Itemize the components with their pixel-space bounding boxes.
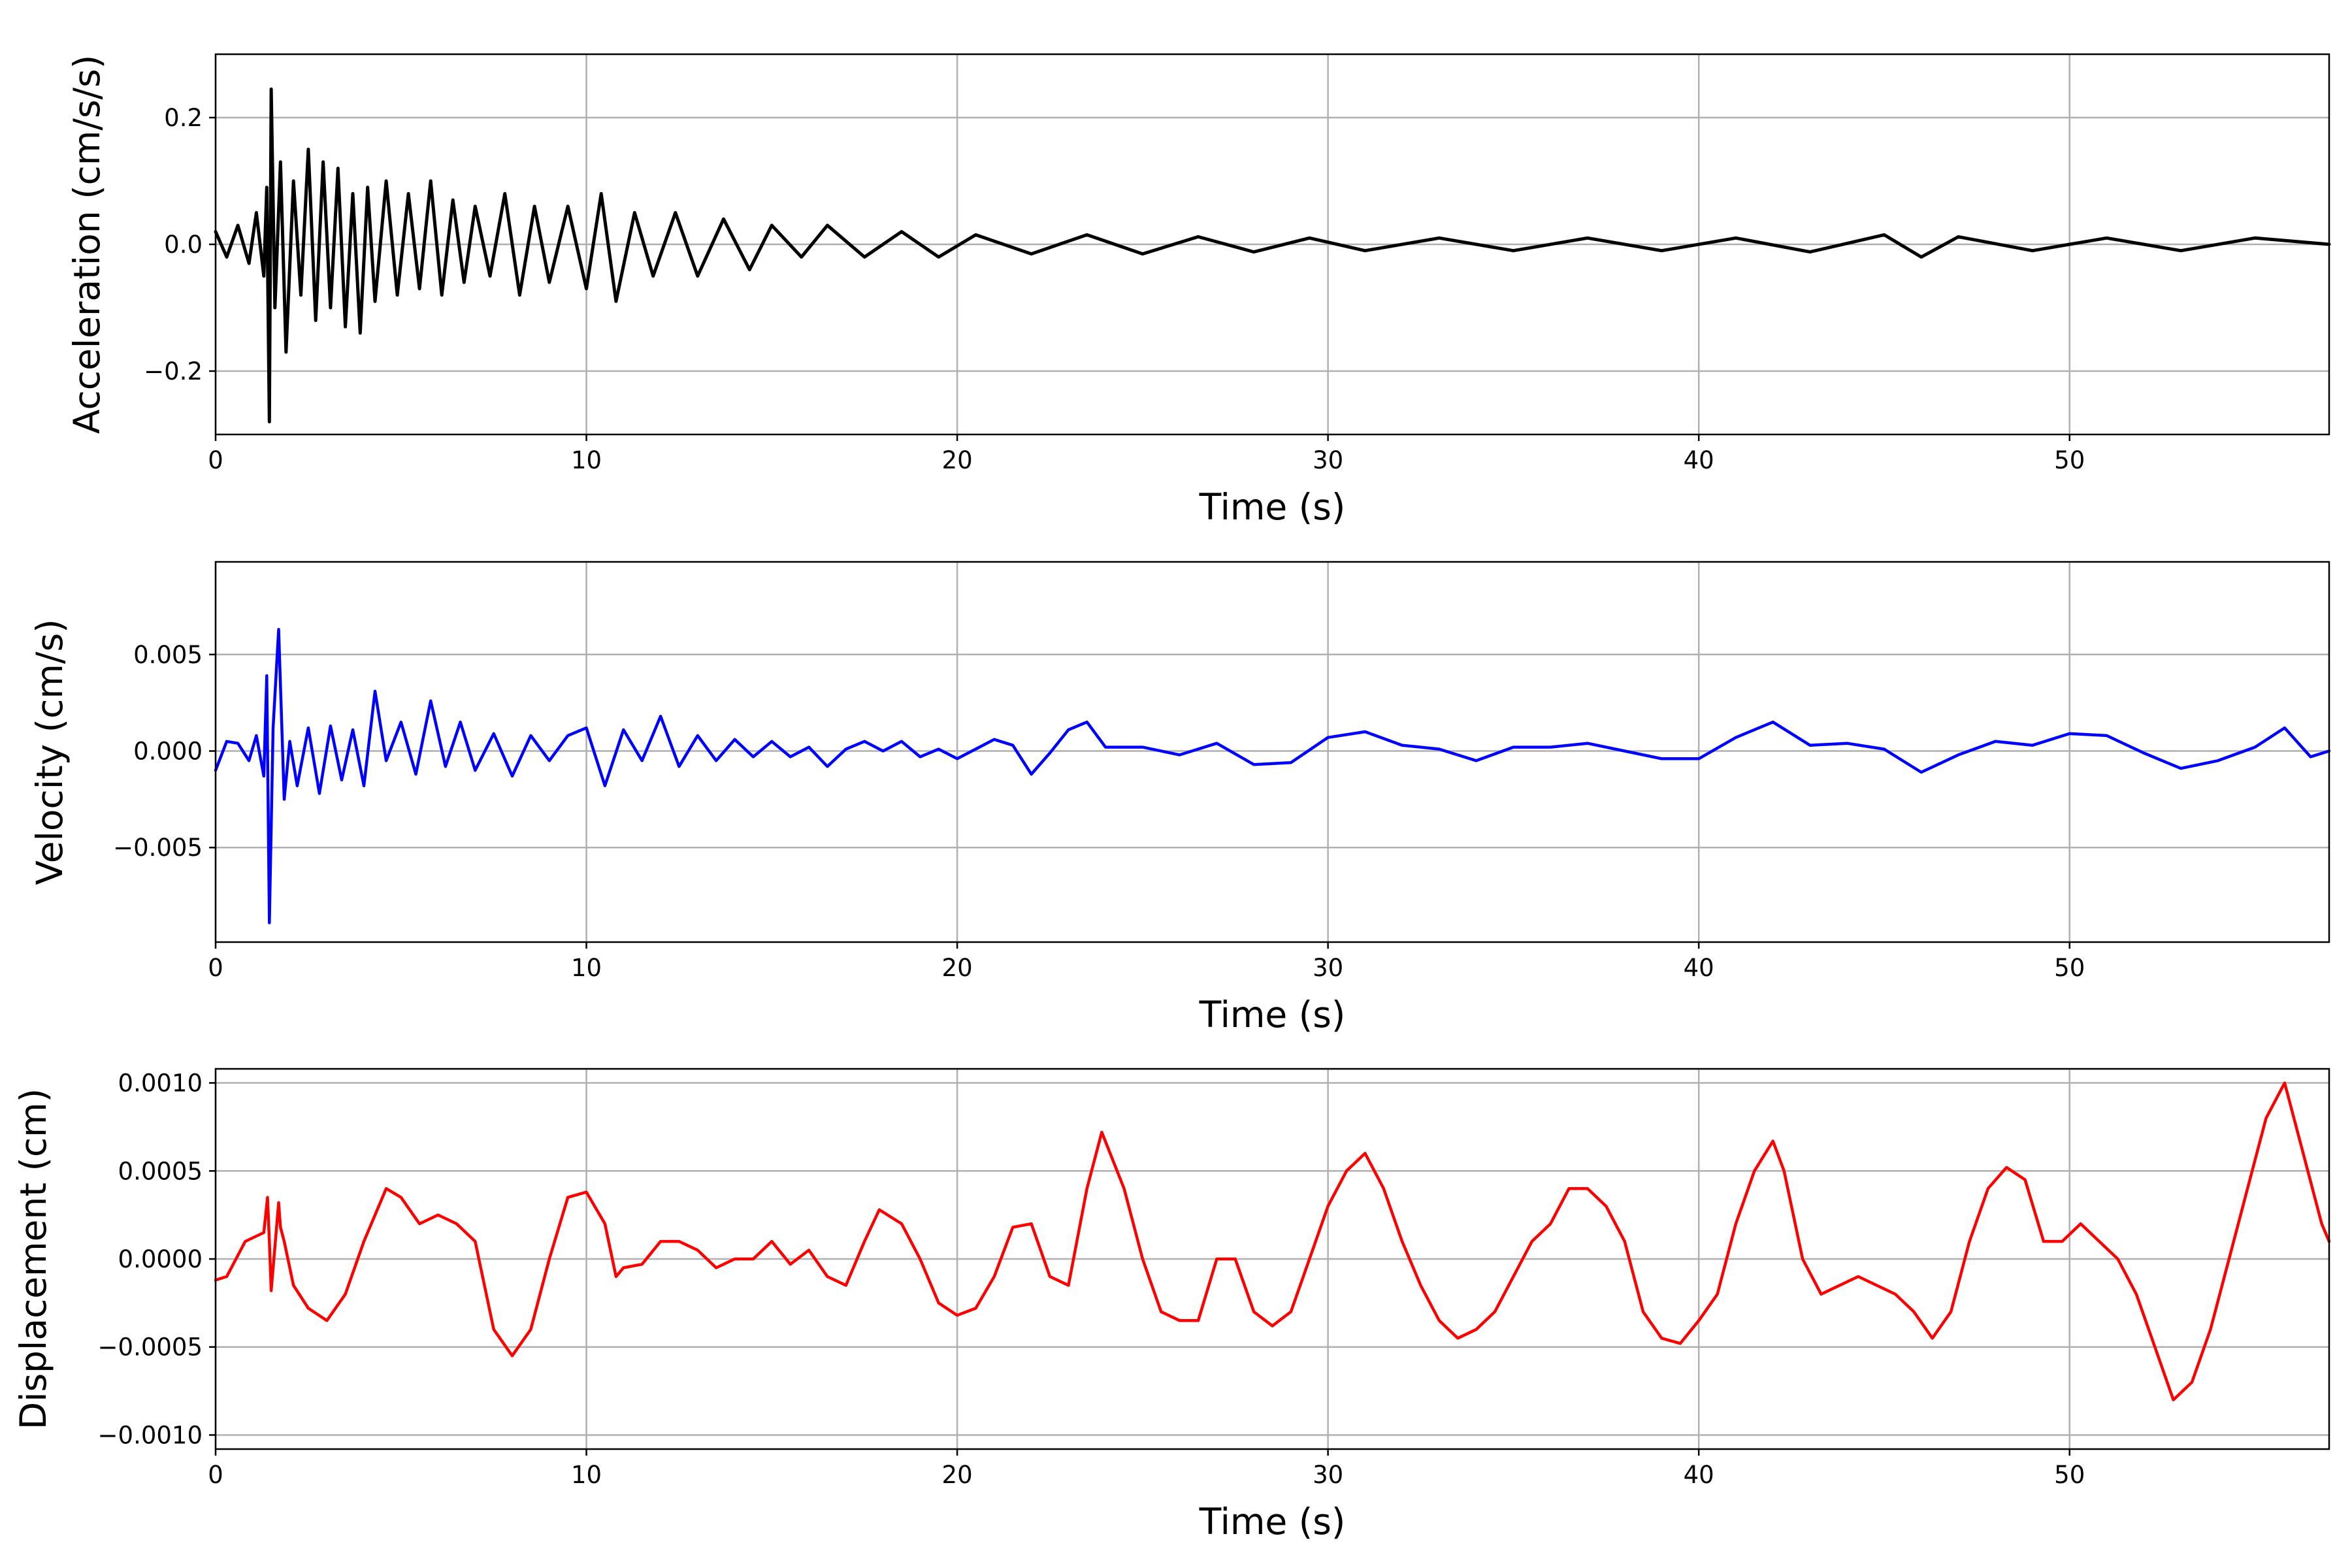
displacement-x-tick-label-4: 40	[1684, 1461, 1714, 1489]
acceleration-x-tick-label-3: 30	[1313, 446, 1343, 474]
acceleration-x-tick-label-2: 20	[942, 446, 973, 474]
displacement-panel: 0 10 20 30 40 50 −0.0010 −0.0005 0.0000 0.0005 0.0…	[12, 1068, 2331, 1543]
velocity-x-axis-label: Time (s)	[1199, 994, 1346, 1036]
acceleration-x-tick-label-5: 50	[2054, 446, 2085, 474]
displacement-y-axis-label: Displacement (cm)	[12, 1088, 54, 1429]
displacement-x-tick-label-3: 30	[1313, 1461, 1343, 1489]
acceleration-x-tick-label-1: 10	[571, 446, 602, 474]
velocity-x-tick-label-5: 50	[2054, 954, 2085, 982]
displacement-x-tick-label-0: 0	[208, 1461, 223, 1489]
velocity-y-tick-label-1: 0.000	[133, 738, 203, 766]
acceleration-x-tick-label-4: 40	[1684, 446, 1714, 474]
acceleration-panel: 0 10 20 30 40 50 −0.2 0.0 0.2 Time (s) Acceleratio…	[66, 53, 2331, 528]
acceleration-y-tick-label-2: 0.2	[164, 104, 203, 132]
displacement-y-tick-label-0: −0.0010	[98, 1421, 203, 1449]
velocity-x-tick-label-4: 40	[1684, 954, 1714, 982]
acceleration-y-tick-label-0: −0.2	[144, 357, 203, 385]
displacement-y-tick-label-1: −0.0005	[98, 1333, 203, 1362]
displacement-x-tick-label-2: 20	[942, 1461, 973, 1489]
displacement-x-tick-label-5: 50	[2054, 1461, 2085, 1489]
velocity-y-tick-label-2: 0.005	[133, 641, 203, 669]
velocity-x-tick-label-2: 20	[942, 954, 973, 982]
acceleration-x-axis-label: Time (s)	[1199, 486, 1346, 528]
displacement-y-tick-label-4: 0.0010	[118, 1070, 203, 1098]
acceleration-y-axis-label: Acceleration (cm/s/s)	[66, 55, 108, 434]
acceleration-series-line-0	[214, 87, 2331, 424]
velocity-x-tick-label-0: 0	[208, 954, 223, 982]
velocity-x-tick-label-1: 10	[571, 954, 602, 982]
velocity-y-axis-label: Velocity (cm/s)	[29, 619, 71, 885]
velocity-panel: 0 10 20 30 40 50 −0.005 0.000 0.005 Time (s) Veloc…	[29, 561, 2331, 1036]
velocity-axes-frame	[214, 561, 2330, 943]
displacement-y-tick-label-2: 0.0000	[118, 1245, 203, 1273]
displacement-x-tick-label-1: 10	[571, 1461, 602, 1489]
velocity-y-tick-label-0: −0.005	[113, 834, 203, 862]
acceleration-x-tick-label-0: 0	[208, 446, 223, 474]
displacement-series-line-0	[214, 1081, 2331, 1401]
acceleration-y-tick-label-1: 0.0	[164, 231, 203, 259]
displacement-y-tick-label-3: 0.0005	[118, 1157, 203, 1185]
velocity-x-tick-label-3: 30	[1313, 954, 1343, 982]
displacement-x-axis-label: Time (s)	[1199, 1501, 1346, 1543]
velocity-series-line-0	[214, 628, 2331, 924]
